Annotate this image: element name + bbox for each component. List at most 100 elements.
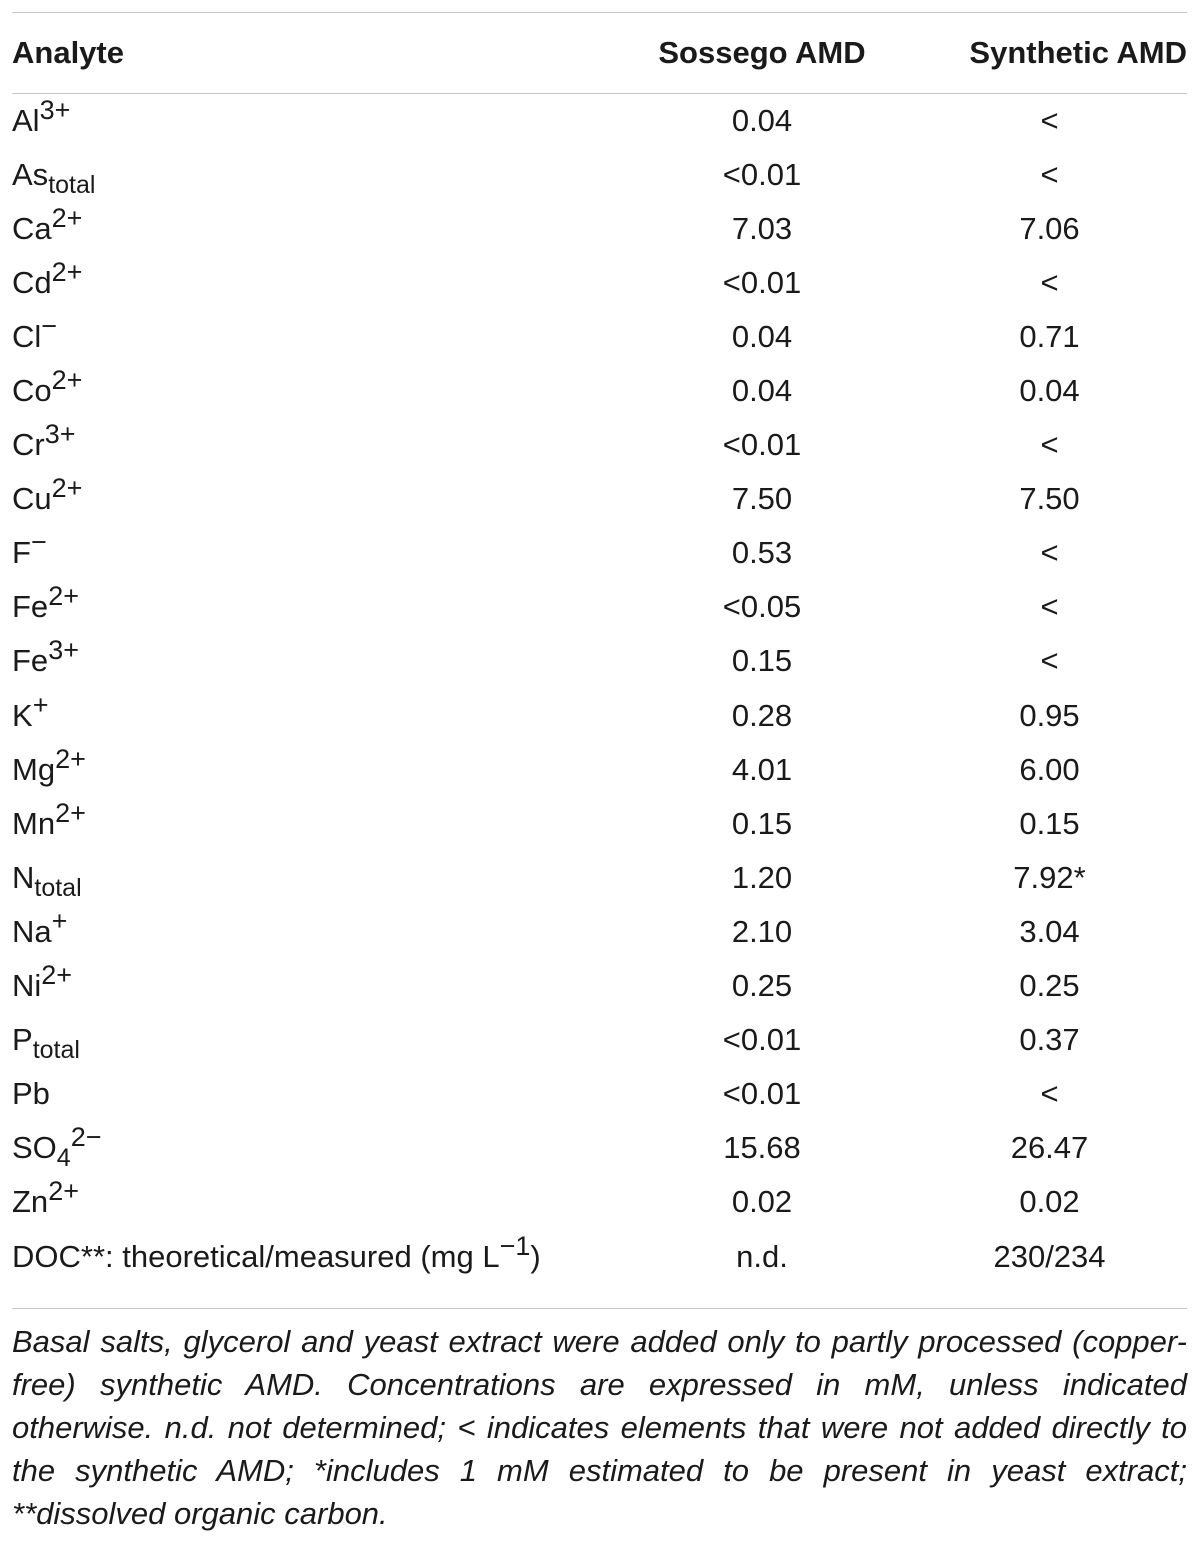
analyte-charge: 2+ [51,256,83,287]
synthetic-value: 230/234 [993,1238,1106,1274]
header-synthetic-amd: Synthetic AMD [969,34,1187,70]
analyte-charge: + [32,689,49,720]
table-row: SO42− 15.68 26.47 [12,1121,1187,1175]
analyte-symbol: Fe [12,643,49,679]
synthetic-value: 26.47 [1010,1130,1089,1166]
table-header-rule [12,93,1187,94]
analyte-subscript: total [48,170,96,199]
sossego-value: <0.05 [722,589,802,625]
analyte-cell: Ntotal [12,850,612,904]
sossego-value: 1.20 [731,859,793,895]
analyte-charge: 2+ [55,797,86,828]
table-row: Astotal <0.01 < [12,147,1187,201]
analyte-charge: 2+ [51,202,83,233]
sossego-value: <0.01 [722,264,802,300]
analyte-cell: DOC**: theoretical/measured (mg L−1) [12,1229,612,1283]
synthetic-value: 7.92* [1013,859,1086,895]
sossego-value: 0.25 [731,968,793,1004]
analyte-cell: K+ [12,688,612,742]
analyte-cell: Mg2+ [12,742,612,796]
synthetic-value: < [1040,427,1059,463]
table-row: Cl− 0.04 0.71 [12,309,1187,363]
header-sossego-amd: Sossego AMD [658,34,866,70]
analyte-symbol: Ni [12,968,42,1004]
synthetic-value: < [1040,643,1059,679]
analyte-cell: Ptotal [12,1013,612,1067]
analyte-symbol: Na [12,913,52,949]
analyte-cell: Fe3+ [12,634,612,688]
analyte-symbol: Mn [12,805,56,841]
sossego-value: 7.50 [731,481,793,517]
analyte-subscript: total [34,873,82,902]
analyte-symbol: DOC**: theoretical/measured (mg L [12,1238,500,1274]
synthetic-value: < [1040,156,1059,192]
analyte-charge: + [51,905,68,936]
analyte-cell: SO42− [12,1121,612,1175]
table-row: Pb <0.01 < [12,1067,1187,1121]
analyte-symbol: Co [12,373,52,409]
analyte-symbol: As [12,156,49,192]
analyte-symbol: N [12,859,35,895]
analyte-symbol: F [12,535,31,571]
table-row: Mn2+ 0.15 0.15 [12,796,1187,850]
table-row: Co2+ 0.04 0.04 [12,363,1187,417]
synthetic-value: 0.15 [1019,805,1080,841]
table-row: Ca2+ 7.03 7.06 [12,201,1187,255]
analyte-cell: Fe2+ [12,580,612,634]
sossego-value: 0.15 [731,805,793,841]
analyte-symbol: P [12,1022,33,1058]
table-row: Al3+ 0.04 < [12,93,1187,147]
analyte-charge: 2− [70,1122,102,1153]
analyte-charge: 2+ [48,1176,79,1207]
analyte-cell: Cr3+ [12,418,612,472]
analyte-charge: 2+ [41,960,73,991]
table-row: Na+ 2.10 3.04 [12,904,1187,958]
synthetic-value: < [1040,1076,1059,1112]
analyte-cell: Cu2+ [12,472,612,526]
analyte-charge: − [30,527,47,558]
analyte-symbol: Cu [12,481,52,517]
sossego-value: 0.15 [731,643,793,679]
sossego-value: 0.04 [731,102,793,138]
table-row: Fe3+ 0.15 < [12,634,1187,688]
table-row: Ni2+ 0.25 0.25 [12,959,1187,1013]
analyte-charge: −1 [499,1230,531,1261]
analyte-tail: ) [530,1238,541,1274]
synthetic-value: 7.50 [1019,481,1080,517]
analyte-cell: Cd2+ [12,255,612,309]
analyte-symbol: Zn [12,1184,49,1220]
synthetic-value: 0.37 [1019,1022,1080,1058]
analyte-charge: 3+ [44,419,76,450]
table-row: Cr3+ <0.01 < [12,418,1187,472]
synthetic-value: < [1040,102,1059,138]
sossego-value: 0.02 [731,1184,793,1220]
table-row: K+ 0.28 0.95 [12,688,1187,742]
analyte-symbol: Cr [12,427,45,463]
analyte-cell: Zn2+ [12,1175,612,1229]
table-footnote: Basal salts, glycerol and yeast extract … [12,1324,1187,1531]
table-row: Cu2+ 7.50 7.50 [12,472,1187,526]
table-row: F− 0.53 < [12,526,1187,580]
sossego-value: 4.01 [731,751,793,787]
synthetic-value: 0.71 [1019,318,1080,354]
analyte-cell: Mn2+ [12,796,612,850]
analyte-subscript: total [32,1036,80,1065]
table-row: Ptotal <0.01 0.37 [12,1013,1187,1067]
table-top-rule [12,12,1187,13]
header-row: Analyte Sossego AMD Synthetic AMD [12,12,1187,93]
analyte-symbol: Ca [12,210,52,246]
sossego-value: <0.01 [722,1022,802,1058]
analyte-charge: 3+ [48,635,79,666]
analyte-symbol: Mg [12,751,56,787]
synthetic-value: 7.06 [1019,210,1080,246]
analyte-cell: Pb [12,1067,612,1121]
synthetic-value: < [1040,589,1059,625]
analyte-cell: F− [12,526,612,580]
sossego-value: 2.10 [731,913,793,949]
analyte-symbol: Cl [12,318,42,354]
analyte-cell: Astotal [12,147,612,201]
synthetic-value: 0.95 [1019,697,1080,733]
sossego-value: 0.28 [731,697,793,733]
analyte-charge: 2+ [48,581,79,612]
